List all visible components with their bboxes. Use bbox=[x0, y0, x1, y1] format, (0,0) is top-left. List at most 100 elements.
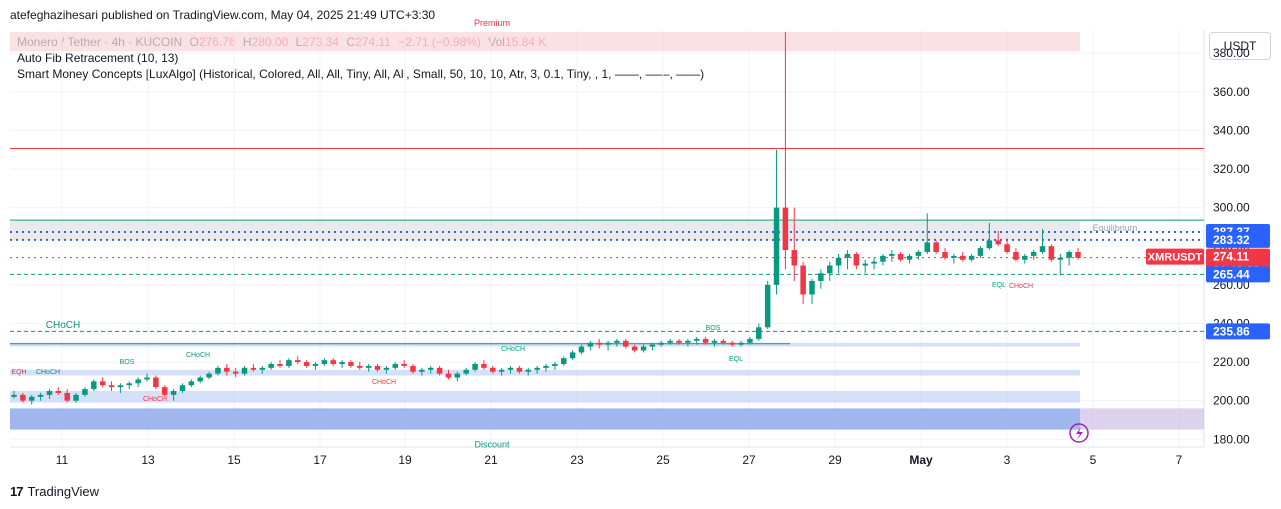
candle-body bbox=[277, 363, 283, 366]
candle-body bbox=[117, 385, 124, 388]
price-label-text: 283.32 bbox=[1213, 233, 1250, 247]
y-tick-label: 220.00 bbox=[1213, 355, 1250, 369]
candle-body bbox=[401, 363, 407, 366]
candle-body bbox=[640, 346, 647, 351]
candle-body bbox=[383, 367, 390, 370]
candle-body bbox=[516, 367, 523, 372]
close-value: 274.11 bbox=[355, 35, 391, 49]
x-tick-label: 19 bbox=[398, 453, 412, 467]
candle-body bbox=[693, 338, 700, 341]
candle-body bbox=[126, 383, 133, 386]
smc-annotation: CHoCH bbox=[372, 379, 396, 386]
price-label-box bbox=[1206, 248, 1270, 279]
candle-body bbox=[357, 365, 363, 368]
vol-value: 15.84 K bbox=[504, 35, 547, 49]
candle-body bbox=[614, 340, 620, 343]
candle-body bbox=[552, 363, 558, 366]
candle-body bbox=[1066, 252, 1072, 258]
y-tick-label: 360.00 bbox=[1213, 85, 1250, 99]
candle-body bbox=[1004, 244, 1010, 253]
candle-body bbox=[658, 342, 665, 345]
currency-button[interactable]: USDT bbox=[1209, 32, 1271, 60]
candle-body bbox=[1075, 252, 1081, 258]
x-tick-label: 25 bbox=[656, 453, 670, 467]
candle-body bbox=[543, 365, 549, 368]
candle-body bbox=[773, 207, 780, 285]
candle-body bbox=[153, 377, 159, 388]
open-value: 276.76 bbox=[198, 35, 236, 49]
zone-extension bbox=[1080, 408, 1204, 430]
candle-body bbox=[897, 253, 904, 260]
x-tick-label: 17 bbox=[313, 453, 327, 467]
candle-body bbox=[880, 255, 886, 262]
price-label-box bbox=[1206, 231, 1270, 248]
candle-body bbox=[179, 385, 186, 392]
candle-body bbox=[170, 391, 177, 395]
lightning-icon bbox=[1069, 423, 1089, 443]
candle-body bbox=[560, 358, 567, 364]
x-tick-label: 29 bbox=[828, 453, 842, 467]
zone bbox=[10, 391, 1080, 403]
low-value: 273.34 bbox=[302, 35, 340, 49]
candle-body bbox=[1048, 246, 1055, 260]
candle-body bbox=[472, 363, 478, 370]
candle-body bbox=[490, 367, 496, 372]
candle-body bbox=[889, 253, 895, 256]
candle-body bbox=[676, 340, 682, 343]
candle-body bbox=[1030, 252, 1037, 256]
candle-body bbox=[685, 340, 691, 343]
zone bbox=[10, 342, 1080, 347]
candle-body bbox=[108, 385, 115, 388]
candle-body bbox=[951, 255, 957, 258]
indicator-smc[interactable]: Smart Money Concepts [LuxAlgo] (Historic… bbox=[17, 67, 705, 81]
candle-body bbox=[206, 373, 212, 378]
candle-body bbox=[224, 367, 230, 372]
candle-body bbox=[702, 338, 709, 343]
candle-body bbox=[498, 369, 505, 372]
zone-label: Discount bbox=[474, 440, 510, 450]
open-label: O bbox=[189, 35, 199, 49]
symbol-title[interactable]: Monero / Tether · 4h · KUCOIN bbox=[17, 35, 183, 49]
candle-body bbox=[720, 340, 727, 343]
candle-body bbox=[250, 367, 257, 370]
candle-body bbox=[800, 265, 806, 295]
candle-body bbox=[241, 367, 248, 374]
candle-body bbox=[436, 367, 443, 374]
candle-body bbox=[844, 253, 851, 258]
candle-body bbox=[46, 391, 53, 395]
candle-body bbox=[942, 252, 948, 258]
candle-body bbox=[99, 381, 106, 386]
candle-body bbox=[481, 363, 487, 368]
price-label-text: 274.11 bbox=[1213, 250, 1249, 264]
candle-body bbox=[809, 280, 815, 295]
candle-body bbox=[144, 377, 150, 380]
candle-body bbox=[959, 255, 966, 260]
candle-body bbox=[82, 389, 88, 395]
tradingview-name: TradingView bbox=[27, 484, 100, 499]
candle-body bbox=[1039, 246, 1046, 253]
candle-body bbox=[596, 342, 602, 345]
y-tick-label: 340.00 bbox=[1213, 123, 1250, 137]
smc-annotation: EQH bbox=[11, 369, 26, 376]
zone bbox=[10, 369, 1080, 376]
candle-body bbox=[587, 342, 594, 347]
x-tick-label: 27 bbox=[742, 453, 756, 467]
candle-body bbox=[756, 327, 762, 339]
x-tick-label: 23 bbox=[570, 453, 584, 467]
candle-body bbox=[871, 261, 877, 264]
candle-body bbox=[818, 273, 824, 281]
candle-body bbox=[764, 284, 771, 328]
candle-body bbox=[631, 346, 638, 351]
candle-body bbox=[303, 362, 310, 366]
candle-body bbox=[348, 362, 354, 366]
candle-body bbox=[259, 367, 266, 370]
candle-body bbox=[853, 253, 860, 266]
publisher-line: atefeghazihesari published on TradingVie… bbox=[10, 8, 436, 22]
y-tick-label: 200.00 bbox=[1213, 394, 1250, 408]
indicator-fib[interactable]: Auto Fib Retracement (10, 13) bbox=[17, 51, 179, 65]
candle-body bbox=[339, 362, 345, 364]
tradingview-brand[interactable]: 17 TradingView bbox=[10, 484, 99, 499]
tradingview-logo-icon: 17 bbox=[10, 484, 24, 499]
smc-annotation: CHoCH bbox=[143, 396, 167, 403]
candle-body bbox=[55, 391, 62, 393]
